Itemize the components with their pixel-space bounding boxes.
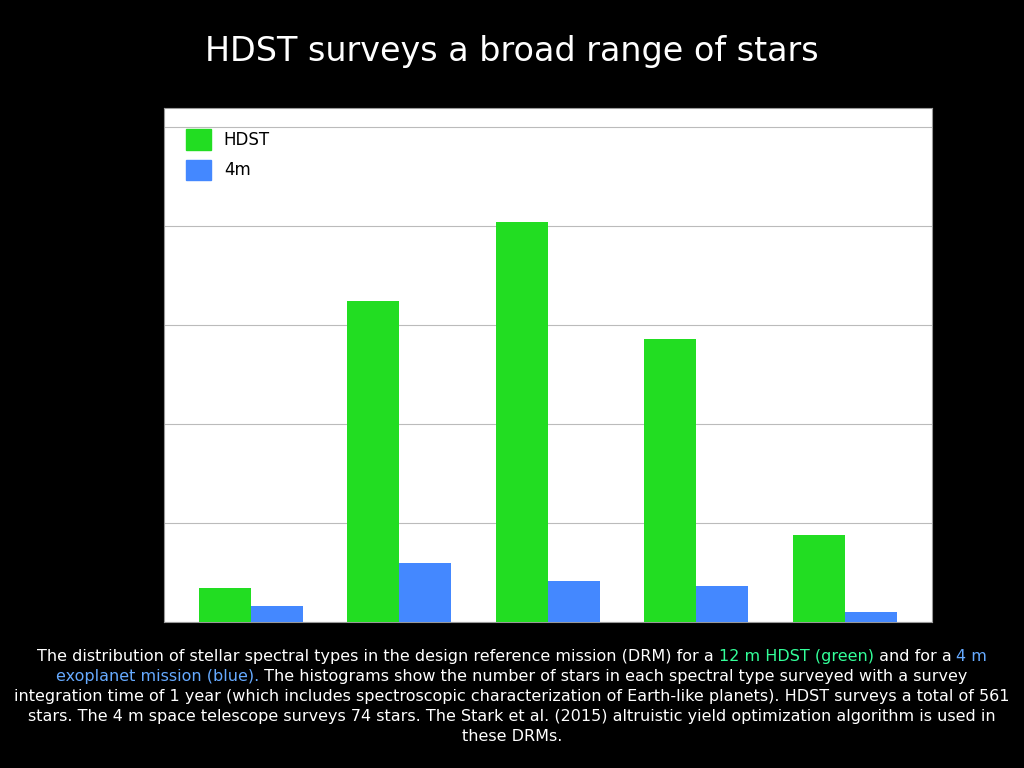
Bar bbox=[496, 222, 548, 622]
Text: 4 m: 4 m bbox=[956, 649, 987, 664]
Bar bbox=[199, 588, 251, 622]
Bar bbox=[347, 302, 399, 622]
Text: exoplanet mission (blue).: exoplanet mission (blue). bbox=[56, 669, 259, 684]
Bar bbox=[399, 563, 452, 622]
Text: and for a: and for a bbox=[873, 649, 956, 664]
Text: 12 m HDST (green): 12 m HDST (green) bbox=[719, 649, 873, 664]
Text: these DRMs.: these DRMs. bbox=[462, 729, 562, 744]
Bar bbox=[251, 606, 303, 622]
Text: stars. The 4 m space telescope surveys 74 stars. The Stark et al. (2015) altruis: stars. The 4 m space telescope surveys 7… bbox=[29, 709, 995, 724]
Y-axis label: Star Systems Searched in 1 year of Exposure Time: Star Systems Searched in 1 year of Expos… bbox=[98, 156, 113, 574]
Bar bbox=[644, 339, 696, 622]
Text: HDST surveys a broad range of stars: HDST surveys a broad range of stars bbox=[205, 35, 819, 68]
X-axis label: Spectral Type: Spectral Type bbox=[479, 660, 616, 678]
Bar bbox=[548, 581, 600, 622]
Text: integration time of 1 year (which includes spectroscopic characterization of Ear: integration time of 1 year (which includ… bbox=[14, 689, 1010, 704]
Legend: HDST, 4m: HDST, 4m bbox=[172, 116, 284, 194]
Text: The distribution of stellar spectral types in the design reference mission (DRM): The distribution of stellar spectral typ… bbox=[37, 649, 719, 664]
Bar bbox=[845, 612, 897, 622]
Bar bbox=[696, 587, 749, 622]
Text: The histograms show the number of stars in each spectral type surveyed with a su: The histograms show the number of stars … bbox=[259, 669, 968, 684]
Bar bbox=[793, 535, 845, 622]
